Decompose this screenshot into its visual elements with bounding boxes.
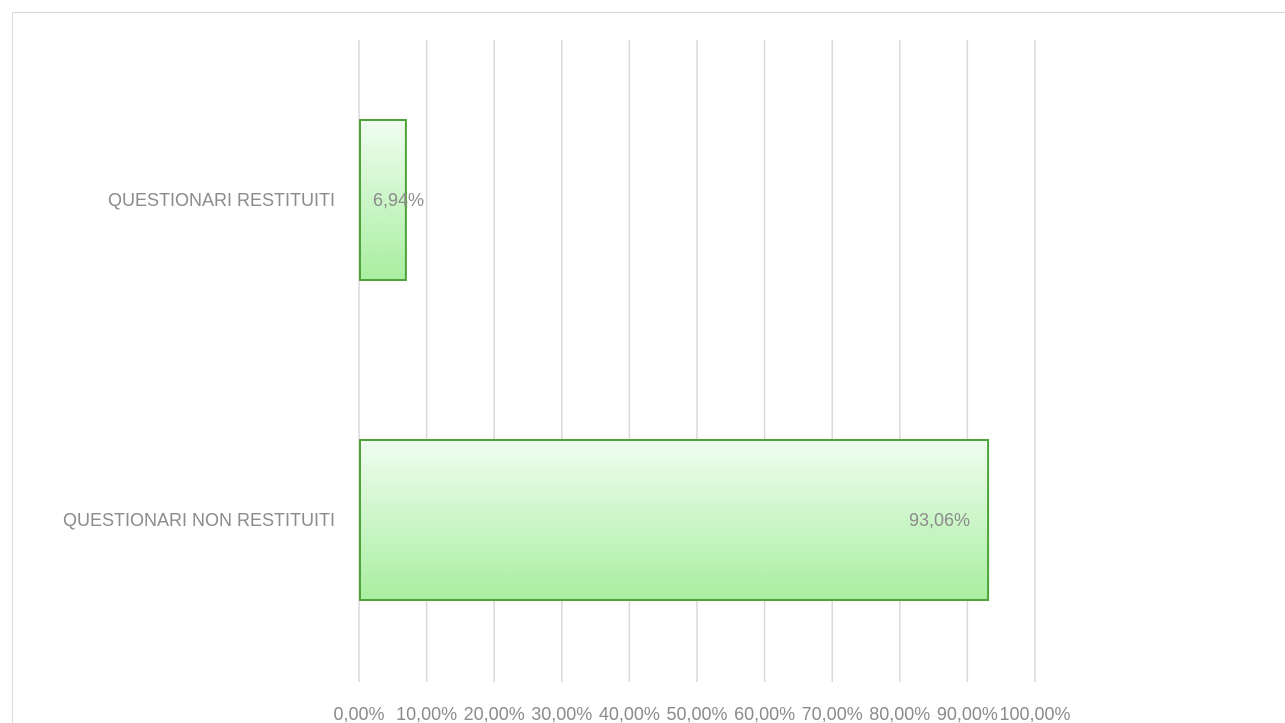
bar: [359, 439, 990, 601]
category-label: QUESTIONARI RESTITUITI: [108, 190, 335, 210]
data-label: 6,94%: [373, 190, 424, 210]
x-tick-label: 0,00%: [333, 704, 384, 723]
chart-frame: [12, 12, 1285, 723]
x-tick-label: 40,00%: [599, 704, 660, 723]
x-tick-label: 70,00%: [802, 704, 863, 723]
bar: [359, 119, 407, 281]
data-label: 93,06%: [909, 510, 970, 530]
x-tick-label: 20,00%: [464, 704, 525, 723]
data-labels: 6,94% 93,06%: [373, 190, 970, 530]
x-tick-label: 30,00%: [531, 704, 592, 723]
x-tick-label: 80,00%: [869, 704, 930, 723]
x-tick-label: 60,00%: [734, 704, 795, 723]
category-label: QUESTIONARI NON RESTITUITI: [63, 510, 335, 530]
x-tick-label: 50,00%: [666, 704, 727, 723]
category-labels: QUESTIONARI RESTITUITI QUESTIONARI NON RE…: [63, 190, 335, 530]
bars: [359, 119, 990, 601]
x-tick-labels: 0,00% 10,00% 20,00% 30,00% 40,00% 50,00% 60,00…: [333, 704, 1070, 723]
x-tick-label: 90,00%: [937, 704, 998, 723]
x-tick-label: 100,00%: [999, 704, 1070, 723]
x-tick-label: 10,00%: [396, 704, 457, 723]
